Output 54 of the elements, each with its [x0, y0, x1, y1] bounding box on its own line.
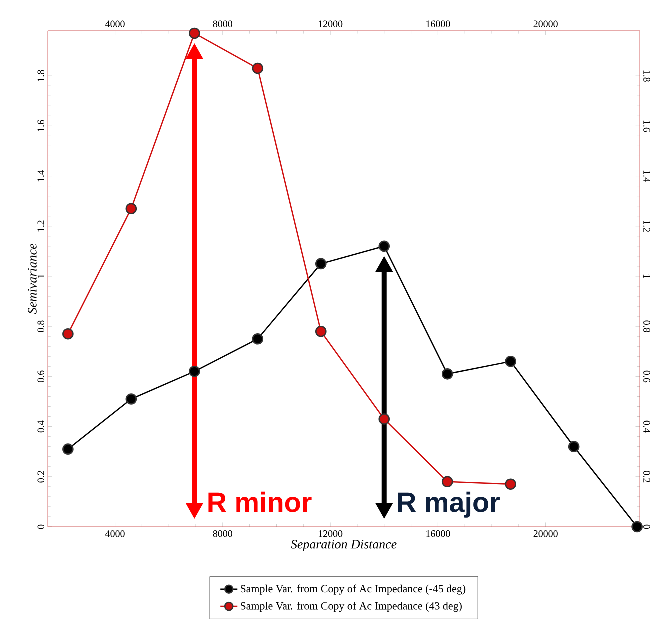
y-tick-label: 0.2 [38, 471, 44, 483]
y2-tick-label: 1 [644, 274, 650, 278]
y2-tick-label: 1.8 [644, 70, 650, 82]
point [126, 203, 138, 214]
y2-tick-label: 0.4 [644, 420, 650, 433]
point [442, 368, 454, 380]
point [252, 333, 264, 345]
legend-label: Sample Var. from Copy of Ac Impedance (43 deg) [240, 602, 462, 612]
point [442, 476, 454, 488]
y2-tick-label: 0 [644, 524, 650, 530]
x2-tick-label: 20000 [534, 20, 558, 28]
x-tick-label: 20000 [534, 530, 558, 538]
y-tick-label: 0.6 [38, 370, 44, 383]
point [632, 521, 643, 533]
x-tick-label: 8000 [213, 530, 233, 538]
point [252, 62, 264, 74]
legend-label: Sample Var. from Copy of Ac Impedance (-45 deg) [240, 584, 466, 595]
y2-tick-label: 1.4 [644, 170, 650, 182]
point [378, 240, 390, 252]
y-axis-title: Semivariance [28, 244, 37, 314]
x2-tick-label: 8000 [213, 20, 233, 28]
y-tick-label: 1.4 [38, 170, 44, 182]
y2-tick-label: 0.8 [644, 320, 650, 332]
y-tick-label: 1 [38, 274, 44, 278]
x-tick-label: 4000 [106, 530, 125, 538]
point [315, 258, 327, 270]
x-axis-title: Separation Distance [291, 540, 397, 552]
point [62, 444, 74, 455]
x-tick-label: 12000 [318, 530, 343, 538]
point [315, 326, 327, 338]
x2-tick-label: 16000 [426, 20, 450, 28]
x-tick-label: 16000 [426, 530, 450, 538]
point [505, 356, 516, 368]
y2-tick-label: 1.6 [644, 120, 650, 132]
y-tick-label: 1.8 [38, 70, 44, 82]
annotation: R major [398, 492, 500, 518]
point [189, 366, 200, 378]
point [568, 441, 580, 452]
x2-tick-label: 4000 [106, 20, 125, 28]
y2-tick-label: 0.6 [644, 370, 650, 383]
x2-tick-label: 12000 [318, 20, 343, 28]
y2-tick-label: 0.2 [644, 471, 650, 483]
point [126, 394, 138, 405]
y-tick-label: 1.2 [38, 220, 44, 232]
point [189, 28, 200, 40]
point [378, 414, 390, 425]
y-tick-label: 1.6 [38, 120, 44, 132]
y2-tick-label: 1.2 [644, 221, 650, 232]
y-tick-label: 0.4 [38, 420, 44, 433]
point [62, 328, 74, 340]
y-tick-label: 0.8 [38, 320, 44, 332]
y-tick-label: 0 [38, 524, 44, 530]
annotation: R minor [208, 492, 312, 512]
point [505, 478, 516, 490]
